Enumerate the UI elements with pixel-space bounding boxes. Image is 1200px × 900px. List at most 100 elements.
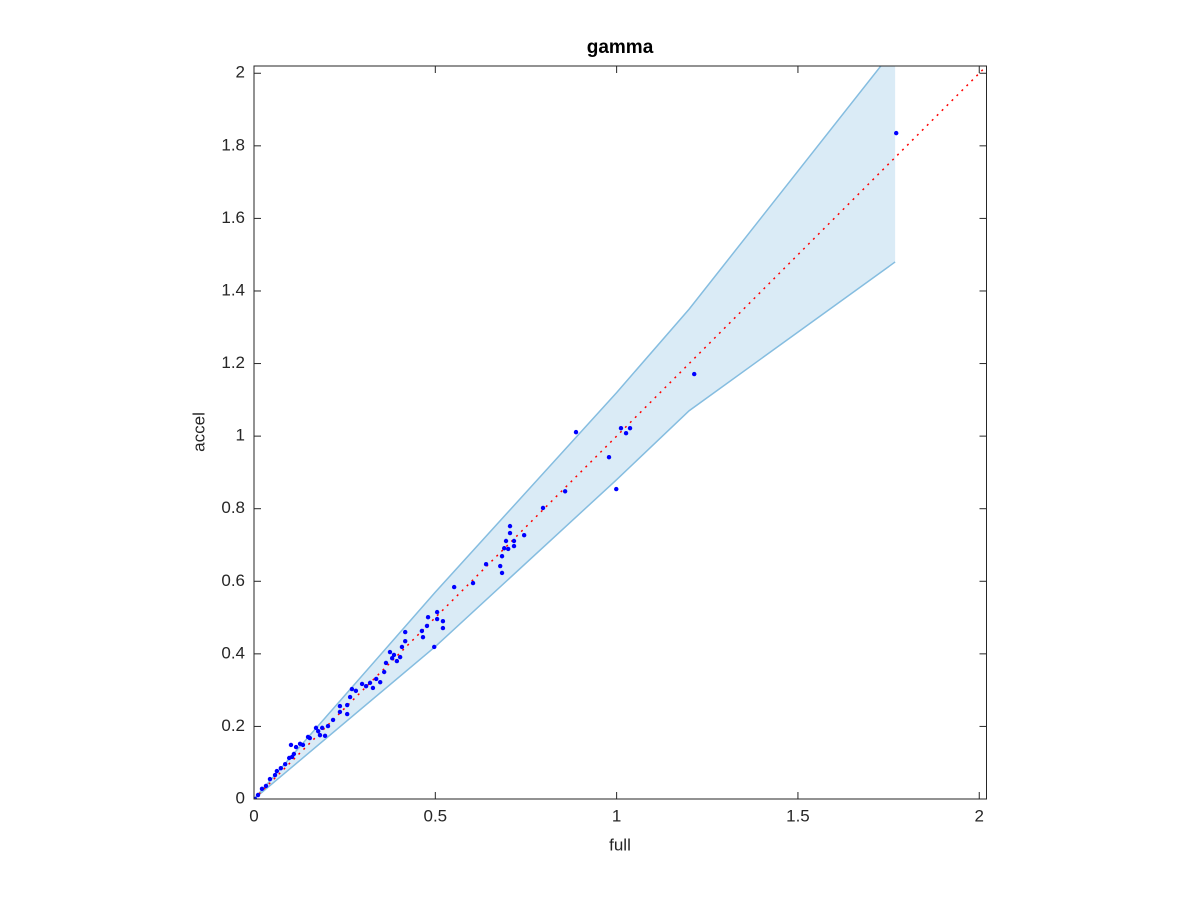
data-point — [353, 688, 359, 694]
data-point — [374, 676, 379, 682]
data-point — [507, 523, 513, 529]
data-point — [259, 786, 265, 792]
x-tick-label: 0.5 — [423, 806, 447, 825]
data-point — [278, 765, 284, 771]
data-point — [330, 717, 336, 723]
band-lower-edge — [254, 261, 896, 799]
data-point — [363, 683, 369, 689]
data-point — [498, 563, 503, 569]
data-point — [288, 742, 294, 748]
data-point — [424, 623, 430, 629]
data-point — [315, 728, 321, 734]
y-tick-label: 1.8 — [221, 135, 245, 154]
y-tick-label: 0.8 — [221, 498, 245, 517]
data-point — [483, 562, 489, 567]
data-point — [337, 709, 343, 715]
data-point — [627, 425, 633, 431]
data-point — [432, 644, 437, 650]
data-point — [425, 615, 431, 620]
data-point — [305, 734, 311, 740]
data-point — [383, 660, 389, 666]
data-point — [623, 431, 629, 436]
data-point — [470, 580, 476, 586]
data-point — [499, 554, 505, 559]
data-point — [263, 783, 269, 789]
confidence-band — [254, 66, 896, 799]
y-tick-label: 0.6 — [221, 571, 245, 590]
data-point — [505, 546, 511, 552]
data-point — [391, 652, 397, 658]
data-point — [419, 628, 425, 634]
plot-area — [254, 66, 987, 799]
data-point — [511, 543, 517, 549]
data-point — [254, 796, 258, 799]
data-point — [397, 654, 403, 660]
data-point — [367, 680, 373, 686]
data-point — [313, 725, 319, 731]
reference-line — [254, 66, 987, 799]
data-point — [272, 772, 278, 778]
data-point — [511, 538, 517, 544]
data-point — [300, 742, 306, 748]
data-point — [440, 625, 446, 631]
data-point — [451, 584, 457, 590]
axes-box — [253, 65, 987, 800]
y-tick-label: 2 — [236, 63, 245, 82]
axes: 0 0.5 1 1.5 2 0 0.2 0.4 0.6 0.8 1 1.2 1.4 1.6 1.8 2 — [221, 63, 987, 825]
data-point — [403, 638, 408, 644]
data-point — [387, 649, 393, 655]
data-point — [255, 792, 261, 798]
y-tick-label: 1.6 — [221, 208, 245, 227]
data-point — [286, 755, 292, 761]
data-point — [894, 130, 899, 136]
data-point — [614, 486, 619, 492]
data-point — [293, 744, 299, 750]
data-point — [562, 489, 568, 494]
data-point — [349, 686, 355, 692]
data-point — [499, 570, 505, 576]
data-point — [420, 634, 426, 640]
chart-title: gamma — [587, 37, 654, 58]
data-point — [503, 538, 509, 544]
data-point — [344, 702, 350, 708]
x-tick-label: 0 — [249, 806, 258, 825]
data-point — [540, 505, 546, 511]
data-point — [692, 371, 697, 377]
data-point — [317, 732, 323, 738]
data-point — [337, 703, 343, 709]
data-point — [319, 725, 325, 731]
y-tick-label: 0.4 — [221, 643, 245, 662]
data-point — [394, 658, 400, 664]
y-tick-label: 0.2 — [221, 716, 245, 735]
data-point — [282, 761, 288, 767]
y-tick-label: 1.4 — [221, 280, 245, 299]
data-point — [267, 776, 273, 782]
data-point — [507, 530, 513, 536]
band-upper-edge — [254, 66, 882, 799]
data-point — [502, 546, 507, 551]
data-point — [322, 733, 328, 739]
data-point — [399, 644, 405, 650]
y-tick-label: 0 — [236, 788, 245, 807]
x-tick-label: 1.5 — [786, 806, 810, 825]
data-point — [403, 629, 408, 635]
x-tick-label: 1 — [612, 806, 621, 825]
data-point — [344, 711, 350, 717]
data-point — [389, 656, 395, 661]
data-point — [370, 685, 376, 691]
y-tick-label: 1 — [236, 426, 245, 445]
y-tick-label: 1.2 — [221, 353, 245, 372]
x-tick-label: 2 — [975, 806, 984, 825]
data-point — [359, 681, 365, 687]
data-point — [377, 679, 383, 685]
data-point — [521, 532, 527, 538]
data-point — [434, 609, 440, 615]
x-axis-label: full — [609, 835, 631, 854]
data-point — [573, 429, 579, 435]
data-point — [381, 669, 387, 675]
data-point — [618, 425, 624, 431]
y-axis-label: accel — [189, 412, 208, 452]
